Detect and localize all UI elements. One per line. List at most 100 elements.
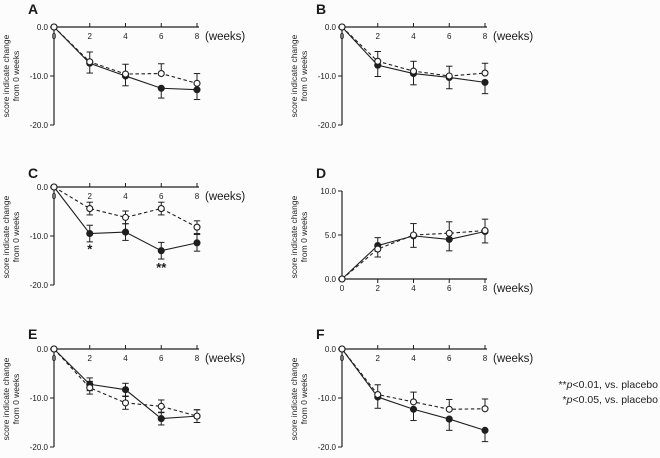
filled-circle-marker (481, 426, 489, 434)
weeks-axis-label: (weeks) (493, 31, 533, 43)
x-tick-label: 2 (88, 192, 93, 201)
panel-label-D: D (316, 165, 327, 181)
double-asterisk: ** (558, 379, 567, 391)
chart-C: 0.0-10.0-20.00 2 4 6 8 (weeks)*** (30, 183, 246, 290)
legend-p-italic: p (566, 394, 573, 406)
y-tick-label: -10.0 (30, 72, 49, 81)
x-tick-label: 4 (123, 32, 128, 41)
open-circle-marker (157, 70, 165, 78)
open-circle-marker (481, 405, 489, 413)
series-placebo (50, 23, 201, 87)
x-tick-label: 2 (376, 354, 381, 363)
y-tick-label: -10.0 (318, 394, 337, 403)
x-tick-label: 8 (483, 32, 488, 41)
chart-F: 0.0 -10.0 -20.0 0 2 4 6 8 (weeks) (318, 345, 534, 452)
panel-F: F score indicate change from 0 weeks 0.0… (288, 305, 618, 458)
y-tick-label: 0.0 (325, 275, 337, 284)
open-circle-marker (193, 223, 201, 231)
panel-D: D score indicate change from 0 weeks 10.… (288, 152, 618, 305)
x-tick-label: 8 (195, 192, 200, 201)
legend-line-p-0-01: **p<0.01, vs. placebo (512, 378, 658, 393)
chart-A: 0.0 -10.0 -20.0 0 2 4 6 8 (weeks) (30, 23, 246, 130)
chart-D: 10.0 5.0 0.00 2 4 6 8 (weeks) (320, 187, 533, 295)
y-tick-label: -20.0 (318, 443, 337, 452)
significance-legend: **p<0.01, vs. placebo *p<0.05, vs. place… (512, 378, 658, 408)
filled-circle-marker (445, 415, 453, 423)
x-tick-label: 6 (159, 32, 164, 41)
open-circle-marker (50, 345, 58, 353)
weeks-axis-label: (weeks) (205, 31, 245, 43)
y-tick-label: -10.0 (30, 232, 49, 241)
y-axis: 0.0 -10.0 -20.0 (30, 183, 55, 290)
panel-label-E: E (28, 326, 38, 342)
series-placebo (50, 345, 201, 423)
open-circle-marker (121, 70, 130, 78)
open-circle-marker (374, 391, 382, 399)
legend-line-p-0-05: *p<0.05, vs. placebo (512, 393, 658, 408)
y-tick-label: -20.0 (30, 281, 49, 290)
panel-A: A score indicate change from 0 weeks 0.0… (0, 0, 330, 153)
y-axis: 0.0 -10.0 -20.0 (318, 345, 343, 452)
x-tick-label: 0 (340, 354, 345, 363)
x-tick-label: 6 (159, 354, 164, 363)
dashed-line (53, 186, 198, 228)
open-circle-marker (338, 275, 346, 283)
dashed-line (341, 230, 486, 280)
open-circle-marker (50, 183, 58, 191)
y-tick-label: 10.0 (320, 187, 336, 196)
x-axis: 0 2 4 6 8 (weeks) (52, 345, 245, 365)
x-axis: 0 2 4 6 8 (weeks) (52, 23, 245, 43)
legend-text: <0.05, vs. placebo (572, 394, 658, 406)
x-tick-label: 6 (447, 284, 452, 293)
y-tick-label: -20.0 (30, 121, 49, 130)
legend-text: <0.01, vs. placebo (572, 379, 658, 391)
open-circle-marker (409, 398, 418, 406)
x-tick-label: 2 (88, 354, 93, 363)
open-circle-marker (193, 412, 201, 420)
open-circle-marker (157, 402, 165, 410)
x-tick-label: 6 (447, 354, 452, 363)
chart-B: 0.0 -10.0 -20.0 0 2 4 6 8 (weeks) (318, 23, 534, 130)
legend-p-italic: p (566, 379, 573, 391)
series-placebo (50, 183, 201, 235)
filled-circle-marker (193, 86, 201, 94)
y-axis: 0.0 -10.0 -20.0 (318, 23, 343, 130)
open-circle-marker (481, 227, 489, 235)
x-axis: 0 2 4 6 8 (weeks) (52, 183, 245, 203)
single-asterisk: * (562, 394, 567, 406)
filled-circle-marker (193, 239, 201, 247)
x-tick-label: 8 (483, 354, 488, 363)
open-circle-marker (86, 205, 94, 213)
filled-circle-marker (481, 78, 489, 86)
open-circle-marker (374, 245, 382, 253)
y-axis: 0.0 -10.0 -20.0 (30, 23, 55, 130)
filled-circle-marker (157, 247, 165, 255)
y-tick-label: -10.0 (30, 394, 49, 403)
weeks-axis-label: (weeks) (205, 191, 245, 203)
open-circle-marker (193, 79, 201, 87)
x-tick-label: 0 (340, 284, 345, 293)
x-tick-label: 4 (411, 284, 416, 293)
y-tick-label: 0.0 (325, 345, 337, 354)
series-placebo (338, 345, 489, 413)
panel-label-C: C (28, 165, 39, 181)
x-tick-label: 4 (123, 354, 128, 363)
x-tick-label: 0 (52, 354, 57, 363)
x-tick-label: 0 (52, 192, 57, 201)
open-circle-marker (409, 67, 418, 75)
filled-circle-marker (121, 386, 130, 394)
x-tick-label: 6 (447, 32, 452, 41)
y-tick-label: 0.0 (37, 183, 49, 192)
filled-circle-marker (157, 84, 165, 92)
x-tick-label: 2 (376, 284, 381, 293)
y-tick-label: 5.0 (325, 231, 337, 240)
y-axis: 0.0 -10.0 -20.0 (30, 345, 55, 452)
series-placebo (338, 218, 489, 283)
open-circle-marker (445, 405, 453, 413)
x-tick-label: 0 (340, 32, 345, 41)
y-tick-label: -10.0 (318, 72, 337, 81)
y-tick-label: 0.0 (37, 345, 49, 354)
y-axis: 10.0 5.0 0.0 (320, 187, 343, 284)
significance-asterisk: * (87, 242, 93, 257)
open-circle-marker (445, 229, 453, 237)
